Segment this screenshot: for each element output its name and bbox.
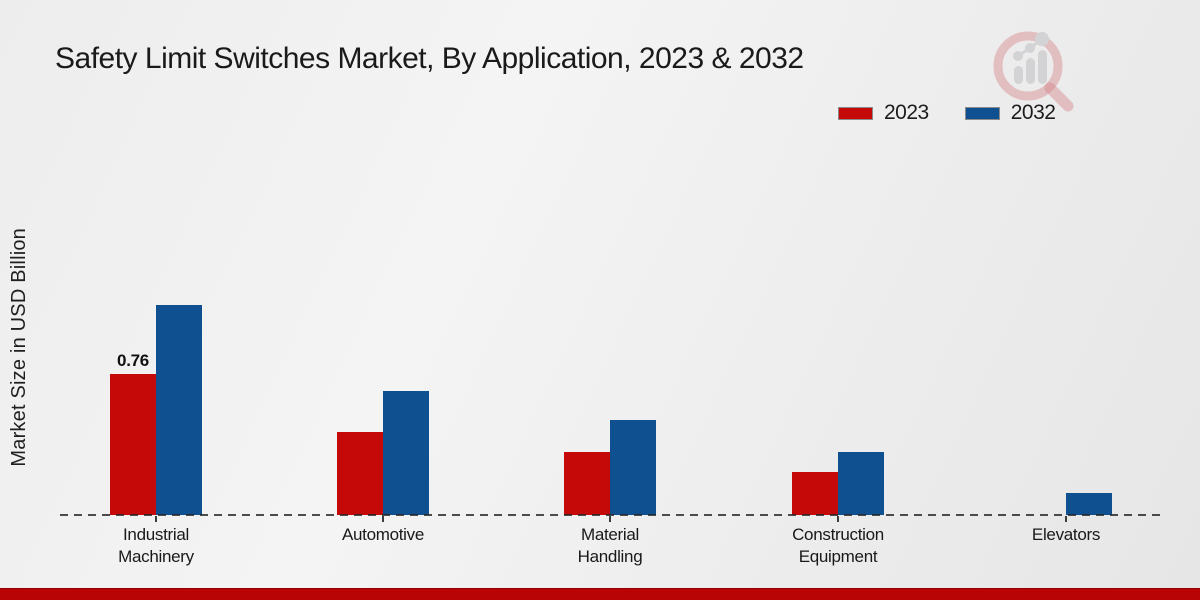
magnifier-bar-chart-logo-icon <box>993 31 1074 112</box>
legend-item-2023: 2023 <box>838 101 929 125</box>
value-label-2023-industrial-machinery: 0.76 <box>117 351 149 370</box>
legend-swatch-2023-icon <box>838 106 873 120</box>
bar-2032-industrial-machinery <box>156 305 202 515</box>
bar-2023-material-handling <box>564 452 610 515</box>
footer-stripe <box>0 588 1200 600</box>
chart-title: Safety Limit Switches Market, By Applica… <box>55 42 804 75</box>
x-axis-tick-industrial-machinery <box>155 516 157 522</box>
x-axis-tick-construction-equipment <box>837 516 839 522</box>
category-label-industrial-machinery: Industrial Machinery <box>118 525 194 567</box>
category-label-material-handling: Material Handling <box>577 525 643 567</box>
bar-2023-construction-equipment <box>792 472 838 515</box>
bar-2032-material-handling <box>610 420 656 515</box>
category-label-construction-equipment: Construction Equipment <box>792 525 884 567</box>
y-axis-label: Market Size in USD Billion <box>8 228 30 467</box>
legend-label-2032: 2032 <box>1010 101 1056 124</box>
x-axis-tick-elevators <box>1065 516 1067 522</box>
bar-2023-automotive <box>337 432 383 515</box>
bar-2032-automotive <box>383 391 429 515</box>
x-axis-tick-material-handling <box>609 516 611 522</box>
bar-2032-construction-equipment <box>838 452 884 515</box>
x-axis-baseline <box>60 514 1162 516</box>
bar-2032-elevators <box>1066 493 1112 515</box>
legend-item-2032: 2032 <box>964 101 1056 125</box>
legend-swatch-2032-icon <box>964 106 1000 120</box>
x-axis-tick-automotive <box>382 516 384 522</box>
category-label-elevators: Elevators <box>1031 525 1101 544</box>
legend-label-2023: 2023 <box>884 101 929 124</box>
bar-2023-industrial-machinery <box>110 374 156 515</box>
category-label-automotive: Automotive <box>341 525 425 544</box>
legend: 2023 2032 <box>838 101 1056 125</box>
